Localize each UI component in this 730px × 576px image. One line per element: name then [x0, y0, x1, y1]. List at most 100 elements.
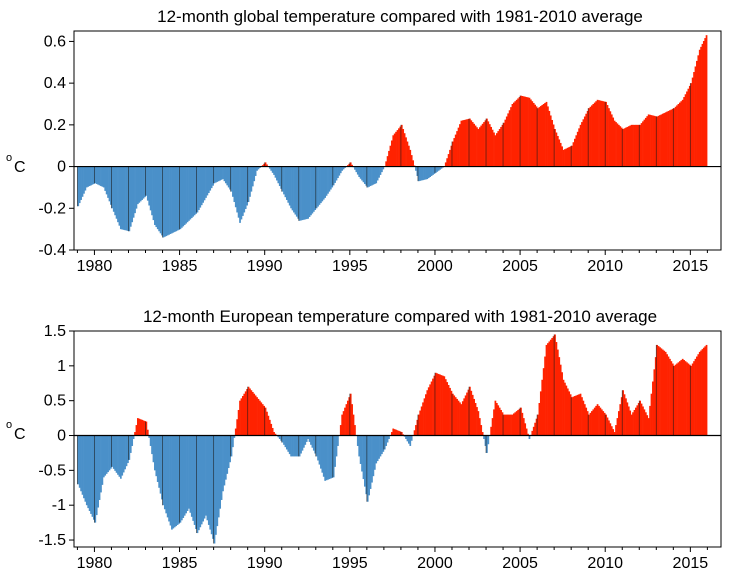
european-bar [495, 403, 498, 436]
european-bar [209, 435, 212, 530]
global-bar [166, 166, 169, 236]
european-bar [650, 393, 653, 436]
european-bar [531, 430, 534, 436]
european-bar [348, 397, 351, 436]
global-bar [317, 166, 319, 207]
european-bar [554, 334, 556, 436]
european-bar [219, 435, 222, 509]
global-bar [246, 166, 248, 206]
global-x-tick-label: 1995 [332, 258, 368, 275]
european-bar [142, 420, 145, 436]
global-bar [398, 128, 400, 167]
european-bar [642, 406, 644, 436]
european-bar [390, 432, 393, 436]
global-bar [348, 163, 351, 167]
global-bar [127, 166, 129, 231]
european-bar [507, 414, 510, 436]
european-bar [193, 435, 196, 525]
european-plot-frame [73, 330, 722, 548]
global-bar [284, 166, 287, 198]
european-bar [88, 435, 91, 511]
global-bar [539, 106, 542, 167]
global-bar [232, 166, 234, 197]
european-bar [207, 435, 210, 525]
global-bar [314, 166, 317, 211]
global-bar [639, 124, 641, 167]
global-y-tick-label: 0.6 [44, 33, 66, 50]
global-bar [691, 77, 694, 167]
european-bar [379, 435, 382, 457]
global-bar [612, 117, 615, 167]
european-bar [117, 435, 119, 475]
global-bar [415, 166, 417, 171]
global-bar [91, 166, 94, 185]
european-bar [163, 435, 166, 510]
european-bar [532, 426, 535, 436]
european-bar [229, 435, 231, 463]
european-bar [572, 396, 575, 436]
global-bar [382, 166, 385, 170]
european-bar [561, 372, 563, 436]
european-bar [632, 412, 634, 436]
global-bar [500, 126, 502, 167]
european-bar [568, 391, 571, 436]
european-bar [661, 349, 664, 436]
european-bar [111, 435, 114, 467]
global-bar [426, 166, 429, 180]
european-bar [440, 375, 443, 436]
global-y-tick-label: 0.2 [44, 117, 66, 134]
european-bar [268, 419, 271, 436]
global-bar [327, 166, 329, 194]
global-bar [122, 166, 125, 230]
european-bar [459, 402, 461, 436]
global-bar [163, 166, 166, 237]
global-bar [183, 166, 186, 225]
european-y-axis-label: o C [6, 419, 26, 443]
european-bar [243, 393, 246, 436]
european-bar [701, 349, 704, 436]
global-bar [102, 166, 105, 188]
global-bar [623, 128, 626, 167]
global-bar [412, 160, 414, 167]
global-bar [274, 166, 277, 178]
european-bar [700, 350, 702, 436]
european-bar [139, 419, 142, 436]
european-bar [437, 373, 440, 436]
european-bar [564, 382, 566, 436]
european-bar [325, 435, 328, 481]
global-bar [312, 166, 315, 212]
european-bar [545, 344, 548, 436]
global-bar [95, 166, 98, 184]
global-bar [207, 166, 210, 193]
global-bar [179, 166, 182, 230]
european-bar [172, 435, 175, 529]
global-bar [408, 145, 410, 167]
global-bar [243, 166, 246, 213]
european-bar [102, 435, 105, 478]
global-bar [230, 166, 233, 192]
european-bar [442, 375, 444, 436]
european-bar [571, 397, 573, 436]
global-bar [510, 107, 512, 167]
global-bar [514, 101, 517, 167]
global-bar [178, 166, 180, 230]
global-y-axis-label: o C [6, 152, 26, 176]
global-bar [335, 166, 338, 181]
global-bar [471, 122, 474, 167]
european-bar [490, 426, 493, 436]
european-bar [90, 435, 92, 514]
global-x-tick-label: 2000 [417, 258, 453, 275]
european-bar [349, 393, 352, 436]
global-bar [368, 166, 370, 187]
global-bar [690, 83, 693, 167]
european-bar [698, 351, 701, 436]
global-bar [386, 156, 389, 167]
global-bar [460, 120, 463, 167]
european-bar [690, 365, 693, 436]
european-bar [575, 395, 578, 436]
global-bar [210, 166, 213, 189]
global-bar [537, 108, 539, 167]
european-bar [537, 414, 539, 436]
european-bar [612, 429, 615, 436]
european-bar [595, 405, 598, 436]
